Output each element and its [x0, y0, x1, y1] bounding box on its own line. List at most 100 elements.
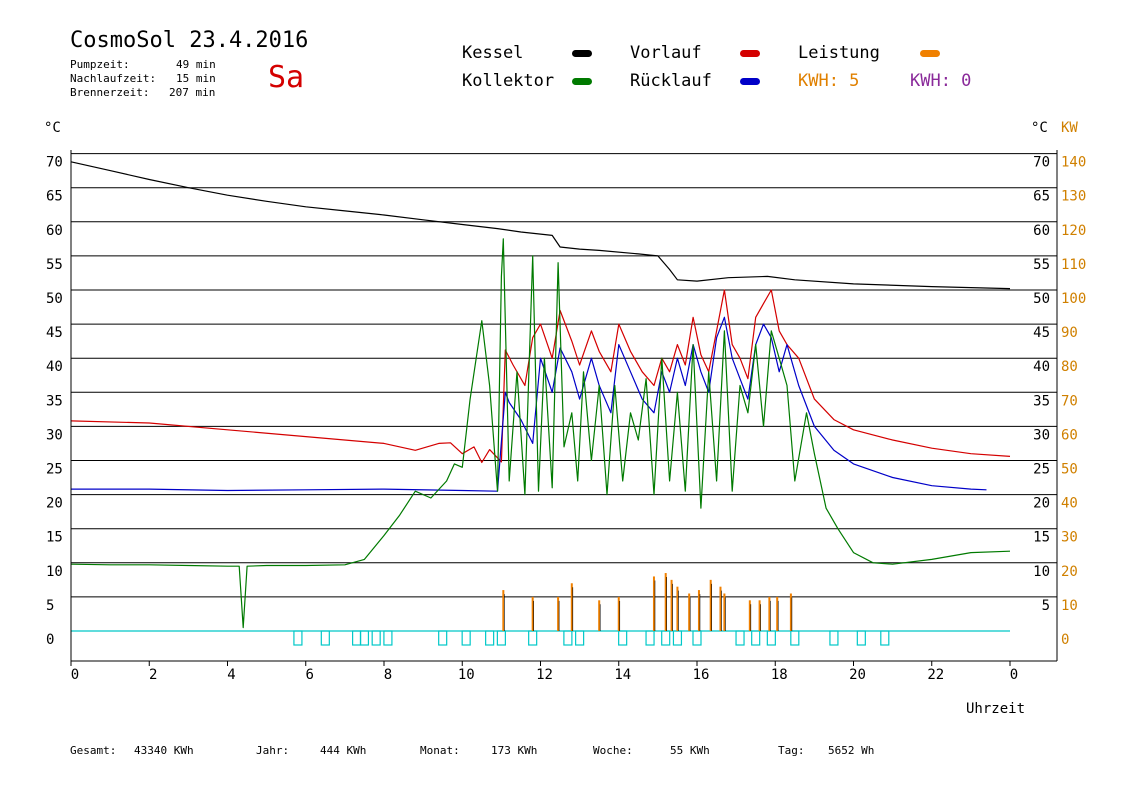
pump-marker [766, 630, 776, 646]
y-tick-right: 40 [1033, 359, 1050, 375]
pump-marker [692, 630, 702, 646]
y-tick-right: 20 [1033, 496, 1050, 512]
x-tick-label: 18 [771, 667, 788, 683]
legend-kessel-swatch [572, 50, 592, 57]
x-tick-label: 16 [693, 667, 710, 683]
pump-marker [438, 630, 448, 646]
y-tick-left: 55 [46, 257, 63, 273]
chart-title: CosmoSol 23.4.2016 [70, 28, 309, 53]
pump-marker [672, 630, 683, 646]
x-tick-label: 0 [1010, 667, 1018, 683]
y-tick-right: 60 [1033, 223, 1050, 239]
legend-kessel: Kessel [462, 43, 524, 63]
pump-marker [528, 630, 538, 646]
pump-marker [383, 630, 393, 646]
pump-marker [359, 630, 370, 646]
x-tick-label: 20 [849, 667, 866, 683]
y-tick-kw: 90 [1061, 325, 1078, 341]
x-tick-label: 4 [227, 667, 235, 683]
pump-marker [856, 630, 866, 646]
y-tick-kw: 60 [1061, 427, 1078, 443]
tag-value: 5652 Wh [828, 744, 875, 757]
x-tick-label: 8 [384, 667, 392, 683]
monat-label: Monat: [420, 744, 460, 757]
series-vorlauf [70, 289, 1011, 464]
y-tick-kw: 130 [1061, 189, 1086, 205]
chart-frame [70, 150, 1058, 662]
pump-marker [575, 630, 585, 646]
legend-leistung: Leistung [798, 43, 880, 63]
y-tick-right: 35 [1033, 393, 1050, 409]
right-axis-unit: °C [1031, 120, 1048, 136]
y-tick-kw: 70 [1061, 393, 1078, 409]
y-tick-left: 60 [46, 223, 63, 239]
legend-kollektor: Kollektor [462, 71, 555, 91]
gesamt-value: 43340 KWh [134, 744, 194, 757]
y-tick-kw: 30 [1061, 530, 1078, 546]
tag-label: Tag: [778, 744, 805, 757]
pump-marker [461, 630, 471, 646]
power-bars [502, 573, 793, 631]
tick-labels: 0510152025303540455055606570510152025303… [46, 155, 1086, 683]
y-tick-left: 20 [46, 496, 63, 512]
legend-vorlauf: Vorlauf [630, 43, 702, 63]
y-tick-kw: 100 [1061, 291, 1086, 307]
gesamt-label: Gesamt: [70, 744, 117, 757]
y-tick-kw: 120 [1061, 223, 1086, 239]
y-tick-kw: 0 [1061, 632, 1069, 648]
y-tick-right: 25 [1033, 462, 1050, 478]
legend-kwh-1: KWH: 5 [798, 71, 860, 91]
x-tick-label: 22 [927, 667, 944, 683]
woche-value: 55 KWh [670, 744, 710, 757]
y-tick-kw: 40 [1061, 496, 1078, 512]
pump-marker [293, 630, 303, 646]
series-rcklauf [71, 316, 987, 492]
monat-value: 173 KWh [491, 744, 538, 757]
y-tick-left: 15 [46, 530, 63, 546]
y-tick-left: 10 [46, 564, 63, 580]
pump-marker [320, 630, 330, 646]
y-tick-left: 65 [46, 189, 63, 205]
x-axis-label: Uhrzeit [966, 701, 1026, 717]
y-tick-kw: 10 [1061, 598, 1078, 614]
legend-ruecklauf: Rücklauf [630, 71, 712, 91]
y-tick-right: 15 [1033, 530, 1050, 546]
pump-marker [618, 630, 628, 646]
y-tick-left: 45 [46, 325, 63, 341]
pump-marker [735, 630, 745, 646]
kw-axis-unit: KW [1061, 120, 1078, 136]
left-axis-unit: °C [44, 120, 61, 136]
woche-label: Woche: [593, 744, 633, 757]
y-tick-right: 50 [1033, 291, 1050, 307]
x-tick-label: 6 [306, 667, 314, 683]
pump-marker [352, 630, 362, 646]
legend-kwh-2: KWH: 0 [910, 71, 972, 91]
pump-marker [661, 630, 671, 646]
y-tick-left: 70 [46, 155, 63, 171]
pump-marker [880, 630, 890, 646]
pump-marker [751, 630, 761, 646]
y-tick-kw: 140 [1061, 155, 1086, 171]
y-tick-right: 55 [1033, 257, 1050, 273]
y-tick-right: 45 [1033, 325, 1050, 341]
y-tick-left: 40 [46, 359, 63, 375]
y-tick-right: 5 [1042, 598, 1050, 614]
grid-lines [71, 153, 1057, 632]
x-tick-label: 10 [458, 667, 475, 683]
y-tick-left: 35 [46, 393, 63, 409]
pump-markers [293, 630, 890, 646]
legend-vorlauf-swatch [740, 50, 760, 57]
brennerzeit-label: Brennerzeit: [70, 86, 150, 99]
x-tick-label: 0 [71, 667, 79, 683]
x-tick-label: 12 [536, 667, 553, 683]
jahr-label: Jahr: [256, 744, 290, 757]
pump-marker [371, 630, 381, 646]
nachlaufzeit-label: Nachlaufzeit: [70, 72, 157, 85]
brennerzeit-value: 207 min [169, 86, 216, 99]
y-tick-kw: 110 [1061, 257, 1086, 273]
x-tick-label: 14 [614, 667, 631, 683]
y-tick-right: 70 [1033, 155, 1050, 171]
y-tick-left: 25 [46, 462, 63, 478]
series-lines [70, 161, 1011, 629]
